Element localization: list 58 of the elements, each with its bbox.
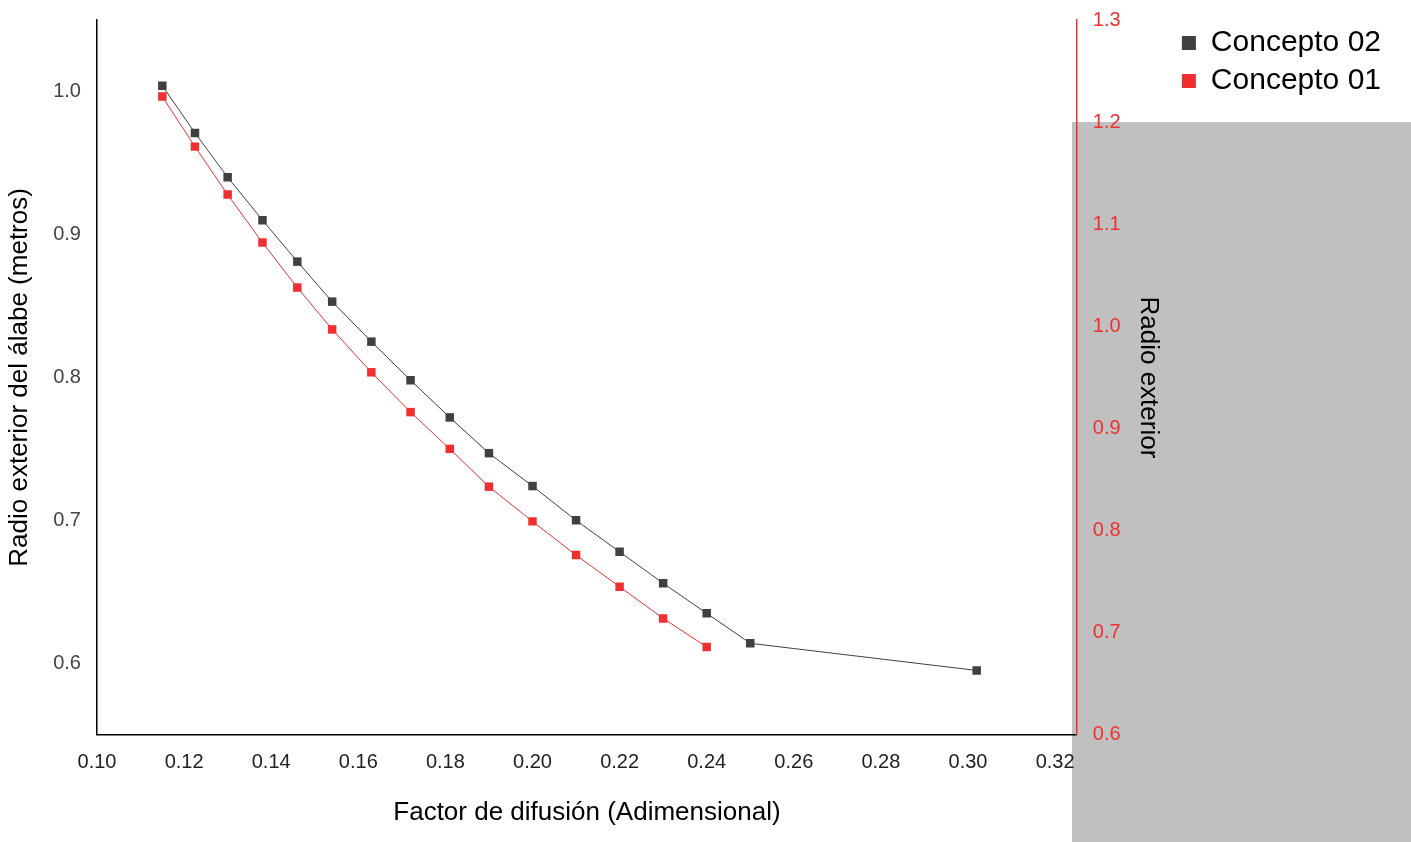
x-tick-label: 0.22 — [600, 750, 640, 773]
y2-tick-label: 1.0 — [1092, 313, 1121, 336]
point — [528, 481, 537, 491]
point — [258, 215, 267, 225]
point — [223, 190, 232, 199]
legend-label: Concepto 02 — [1210, 24, 1382, 58]
point — [367, 337, 376, 346]
point — [158, 92, 167, 101]
point — [293, 257, 302, 266]
x-tick-label: 0.32 — [1035, 750, 1075, 773]
point — [746, 639, 755, 648]
point — [327, 325, 337, 334]
y2-tick-label: 0.7 — [1092, 620, 1121, 643]
point — [293, 283, 302, 292]
point — [327, 297, 337, 306]
x-tick-label: 0.26 — [774, 750, 814, 773]
point — [190, 142, 200, 151]
y2-tick-label: 1.1 — [1092, 211, 1121, 234]
y-tick-label: 0.6 — [53, 650, 81, 673]
x-tick-label: 0.12 — [164, 750, 204, 773]
x-tick-label: 0.28 — [861, 750, 901, 773]
point — [367, 368, 376, 377]
y-tick-label: 1.0 — [53, 79, 81, 101]
y-tick-label: 0.8 — [53, 364, 81, 387]
point — [658, 614, 668, 623]
legend-label: Concepto 01 — [1210, 62, 1382, 96]
point — [406, 407, 415, 417]
point — [406, 376, 415, 385]
x-tick-label: 0.10 — [77, 750, 117, 773]
point — [615, 582, 624, 591]
y-tick-label: 0.7 — [53, 507, 81, 530]
point — [528, 517, 537, 526]
x-tick-label: 0.24 — [687, 750, 727, 773]
y2-tick-label: 1.2 — [1092, 109, 1121, 132]
point — [223, 173, 232, 182]
x-tick-label: 0.20 — [513, 750, 552, 773]
point — [702, 642, 711, 652]
point — [258, 238, 267, 247]
x-tick-label: 0.16 — [338, 750, 378, 773]
point — [615, 547, 624, 557]
y2-tick-label: 0.9 — [1092, 415, 1121, 438]
point — [571, 516, 581, 525]
x-tick-label: 0.14 — [251, 750, 291, 773]
x-tick-label: 0.30 — [948, 750, 988, 773]
y-tick-label: 0.9 — [53, 221, 81, 244]
point — [484, 482, 494, 491]
y2-axis-title: Radio exterior — [1135, 296, 1166, 459]
y2-tick-label: 1.3 — [1092, 7, 1121, 30]
point — [445, 413, 454, 422]
x-tick-label: 0.18 — [425, 750, 465, 773]
x-axis-title: Factor de difusión (Adimensional) — [393, 795, 781, 826]
point — [702, 609, 711, 618]
y2-tick-label: 0.8 — [1092, 518, 1121, 541]
point — [658, 579, 668, 588]
point — [972, 666, 981, 675]
point — [158, 81, 167, 90]
y-axis-title: Radio exterior del álabe (metros) — [2, 188, 33, 567]
y2-tick-label: 0.6 — [1092, 722, 1121, 745]
